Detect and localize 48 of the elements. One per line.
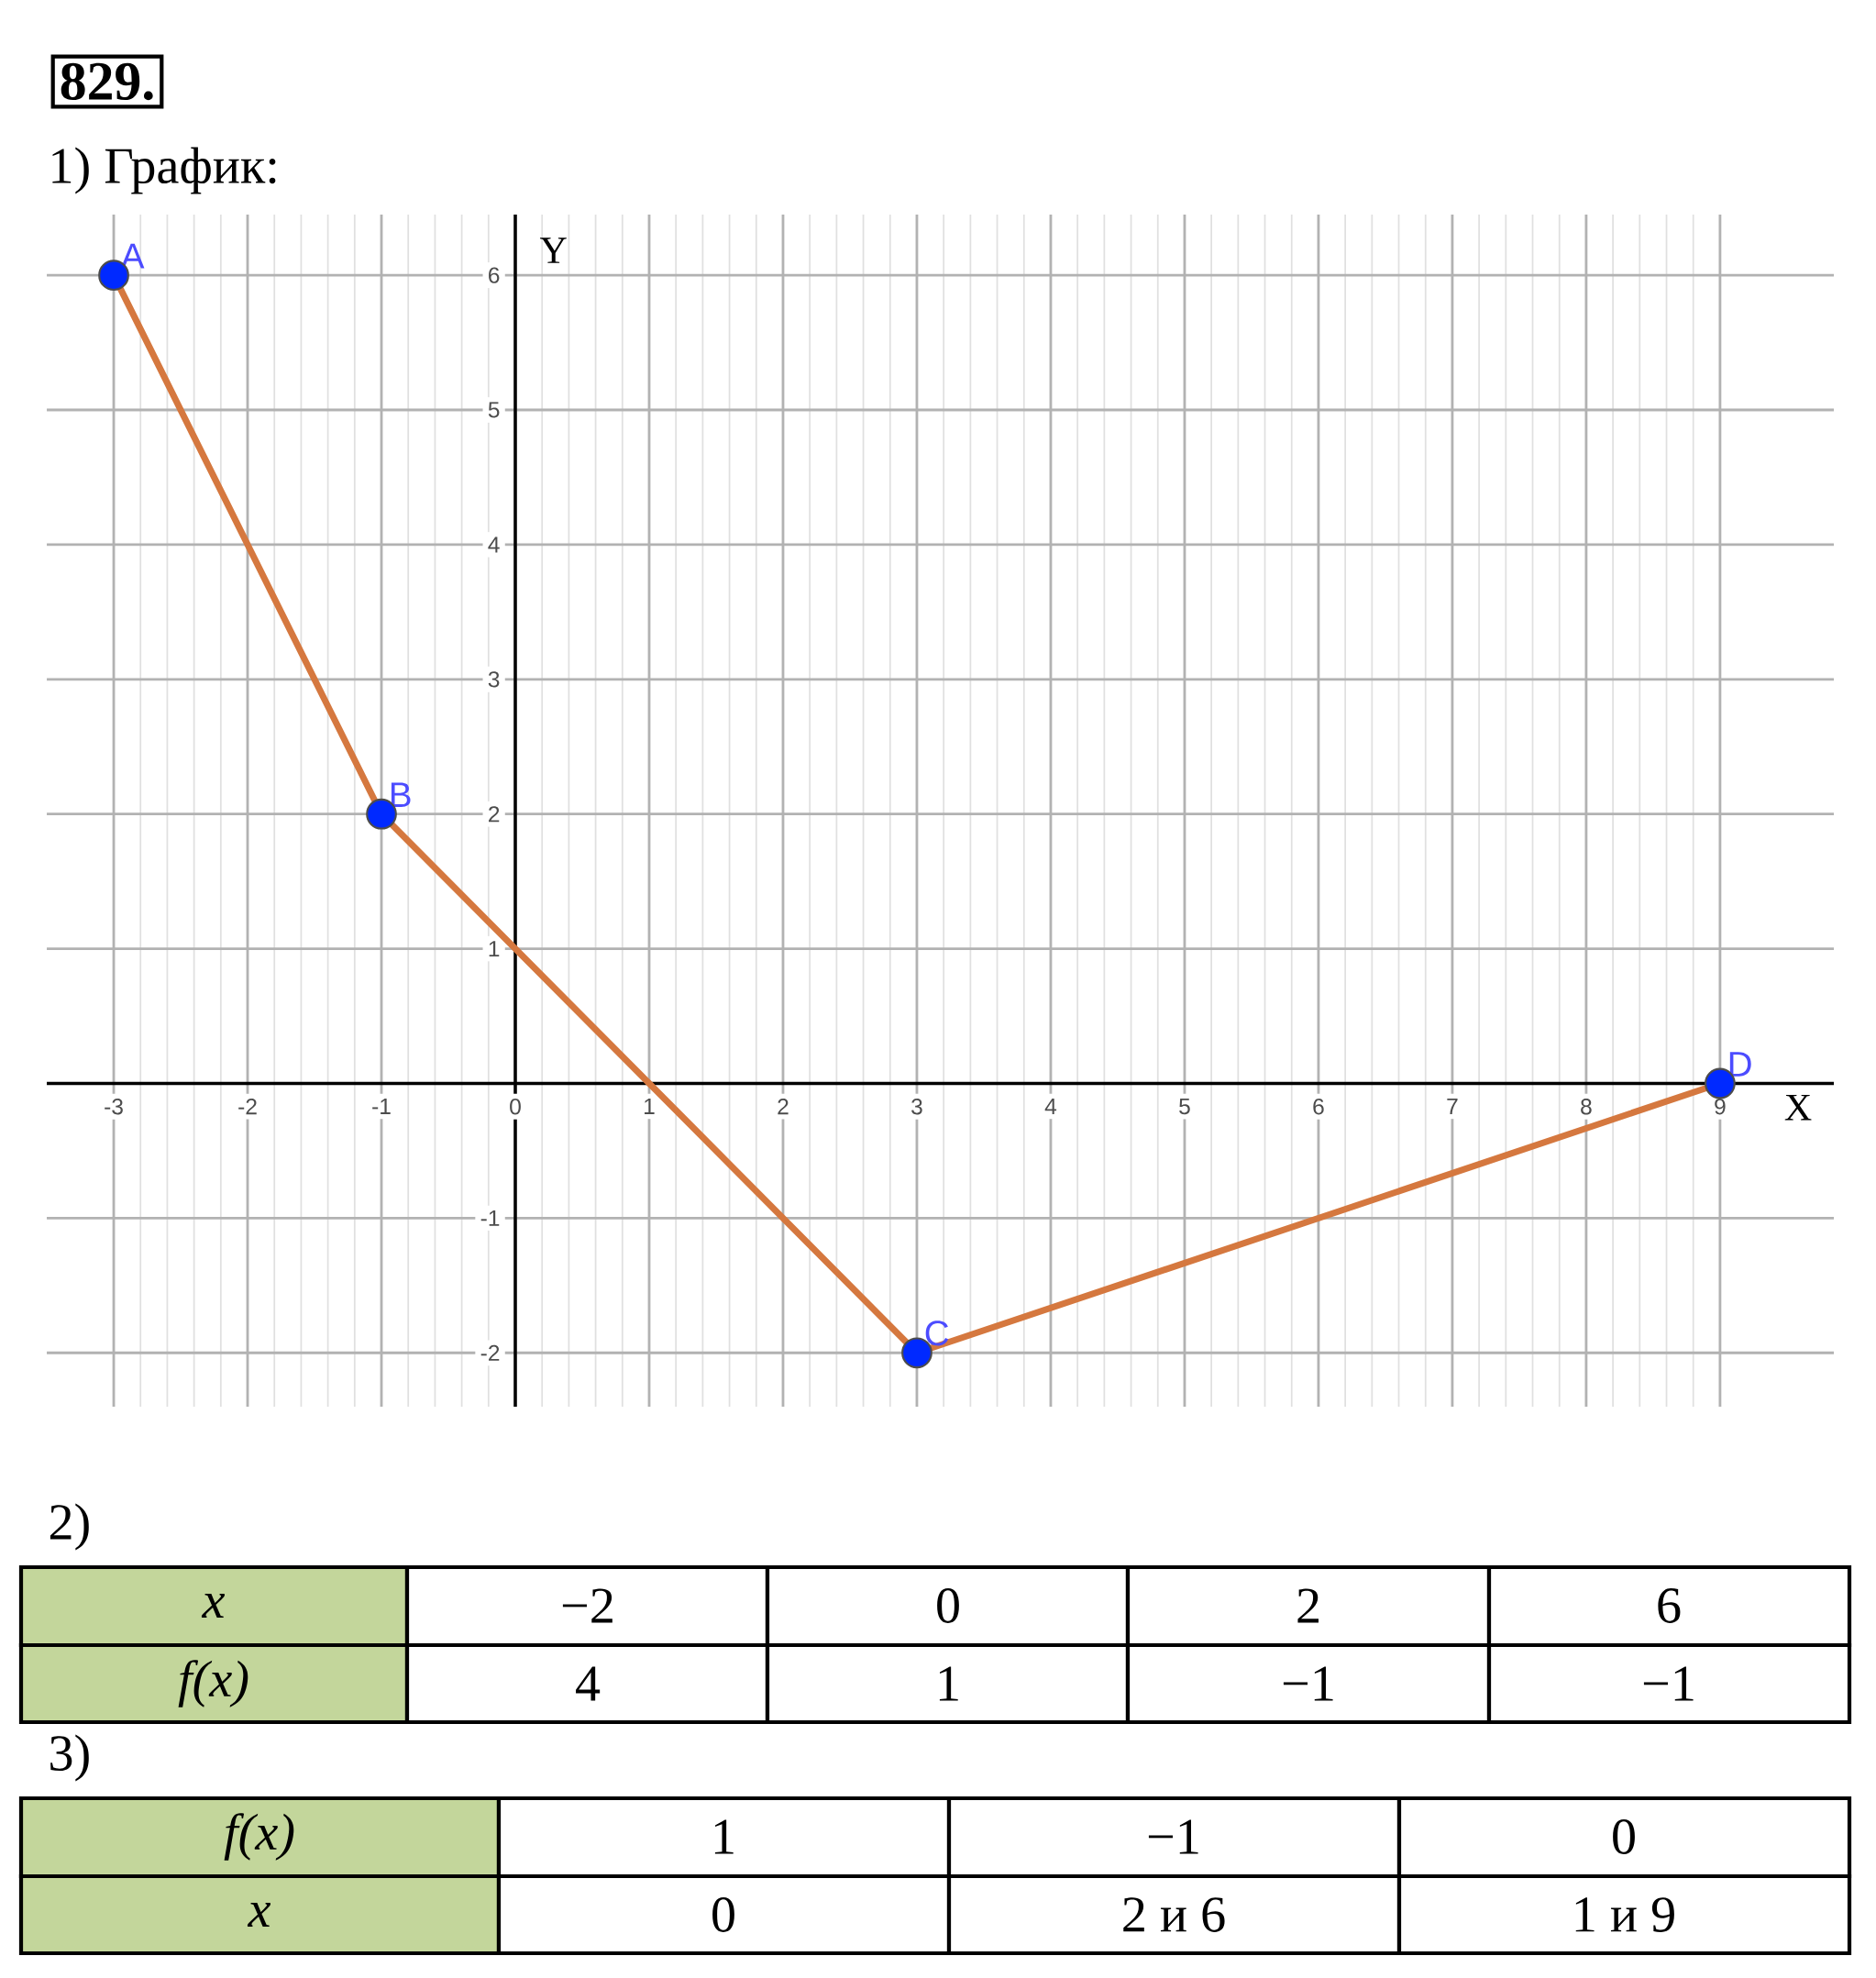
y-tick-label: 5 (488, 402, 500, 418)
x-tick-label: 8 (1581, 1099, 1592, 1115)
text: 1 (939, 1666, 958, 1701)
text: −1 (1643, 1666, 1694, 1701)
y-tick-label: 6 (489, 267, 500, 283)
category-label: x (201, 1594, 226, 1618)
x-tick-label: 0 (510, 1099, 521, 1115)
text: 2 (1297, 1588, 1319, 1623)
text: 2) (50, 1503, 89, 1551)
category-label: f(x) (224, 1813, 294, 1861)
text: −1 (1148, 1819, 1198, 1854)
text: 4 (576, 1666, 601, 1701)
chart-title: 829. (61, 62, 153, 101)
category-label: f(x) (178, 1660, 248, 1707)
x-tick-label: 5 (1179, 1099, 1190, 1115)
text: −2 (562, 1588, 612, 1623)
x-tick-label: -2 (238, 1099, 257, 1115)
x-tick-label: 1 (645, 1099, 655, 1114)
y-tick-label: 1 (489, 941, 500, 957)
text: 1 и 9 (1575, 1897, 1674, 1932)
x-tick-label: -1 (372, 1099, 391, 1114)
y-tick-label: -1 (480, 1210, 500, 1226)
x-tick-label: 7 (1447, 1099, 1458, 1114)
category-label: x (247, 1903, 271, 1927)
text: −1 (1283, 1666, 1333, 1701)
text: 6 (1658, 1588, 1681, 1623)
x-tick-label: 3 (911, 1099, 922, 1115)
annotation: C (925, 1321, 949, 1346)
text: 3) (50, 1734, 89, 1782)
x-axis-title: X (1784, 1094, 1812, 1121)
text: 0 (1613, 1819, 1635, 1854)
x-tick-label: 9 (1715, 1099, 1726, 1115)
chart-subtitle: 1) График: (52, 147, 276, 194)
text: 0 (937, 1588, 959, 1623)
x-tick-label: 6 (1313, 1099, 1324, 1115)
annotation: D (1729, 1052, 1751, 1077)
y-axis-title: Y (539, 238, 567, 263)
y-tick-label: 3 (488, 671, 500, 688)
y-tick-label: 2 (489, 806, 500, 823)
x-tick-label: -3 (105, 1099, 123, 1115)
text: 2 и 6 (1123, 1897, 1225, 1932)
text: 0 (712, 1897, 734, 1932)
x-tick-label: 2 (778, 1099, 789, 1115)
annotation: B (391, 782, 411, 807)
y-tick-label: -2 (480, 1344, 500, 1361)
text: 1 (714, 1819, 734, 1854)
x-tick-label: 4 (1044, 1099, 1057, 1114)
y-tick-label: 4 (488, 536, 500, 553)
